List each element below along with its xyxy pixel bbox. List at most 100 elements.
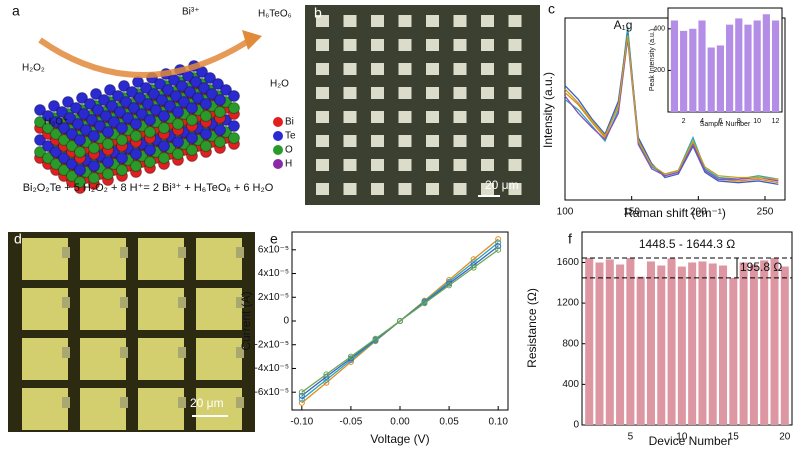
- point: [323, 371, 330, 378]
- flake: [371, 15, 384, 27]
- atom: [62, 96, 74, 108]
- atom: [142, 98, 154, 110]
- bar: [729, 277, 738, 425]
- bar: [716, 45, 724, 112]
- point: [298, 396, 305, 403]
- panel-label: f: [568, 231, 572, 247]
- bar: [719, 265, 728, 425]
- legend-label: O: [285, 145, 293, 156]
- electrode: [80, 388, 126, 430]
- bar: [605, 259, 614, 425]
- legend-swatch: [273, 117, 283, 127]
- flake: [316, 183, 329, 195]
- flake: [398, 87, 412, 99]
- point: [495, 243, 502, 250]
- bar: [760, 260, 769, 425]
- atom: [88, 172, 100, 184]
- atom: [42, 152, 54, 164]
- panel-label: e: [270, 231, 278, 247]
- atom: [122, 112, 134, 124]
- atom: [114, 106, 126, 118]
- atom: [88, 142, 100, 154]
- atom: [94, 120, 106, 132]
- atom: [212, 78, 224, 90]
- x-tick-label: 10: [753, 118, 761, 125]
- flake: [343, 111, 357, 123]
- atom: [78, 108, 90, 120]
- flake: [453, 63, 467, 75]
- atom: [186, 114, 198, 126]
- y-tick-label: -2x10⁻⁵: [255, 339, 289, 350]
- atom: [130, 118, 142, 130]
- bar: [688, 262, 697, 425]
- x-tick-label: 15: [728, 432, 740, 443]
- flake: [316, 87, 329, 99]
- flake: [508, 15, 522, 27]
- atom: [130, 148, 142, 160]
- bar: [739, 262, 748, 425]
- x-tick-label: 20: [779, 432, 791, 443]
- bar: [670, 20, 679, 113]
- atom: [154, 78, 166, 90]
- atom: [148, 88, 160, 100]
- flake: [426, 183, 439, 195]
- y-axis-label: Current (A): [239, 291, 253, 350]
- bar: [680, 30, 688, 113]
- electrode: [22, 388, 68, 430]
- flake: [343, 15, 357, 27]
- atom: [74, 164, 86, 176]
- channel: [62, 397, 70, 408]
- bar: [698, 261, 707, 425]
- flake: [453, 135, 467, 147]
- flake: [316, 63, 329, 75]
- atom: [66, 128, 78, 140]
- atom: [42, 122, 54, 134]
- atom: [144, 156, 156, 168]
- flake: [481, 39, 494, 51]
- atom: [100, 110, 112, 122]
- flake: [481, 135, 494, 147]
- flake: [371, 39, 384, 51]
- flake: [398, 159, 412, 171]
- point: [298, 399, 305, 406]
- atom: [74, 176, 86, 188]
- flake: [316, 15, 329, 27]
- series-line: [564, 33, 779, 186]
- channel: [236, 347, 244, 358]
- bar: [677, 266, 686, 425]
- atom: [50, 128, 62, 140]
- atom: [140, 82, 152, 94]
- atom: [150, 104, 162, 116]
- micrograph: [305, 5, 540, 205]
- atom: [134, 92, 146, 104]
- electrode: [80, 288, 126, 330]
- range-label: 1448.5 - 1644.3 Ω: [639, 237, 735, 251]
- atom: [72, 118, 84, 130]
- atom: [158, 152, 170, 164]
- atom: [66, 158, 78, 170]
- flake: [316, 135, 329, 147]
- flake: [508, 183, 522, 195]
- flake: [371, 87, 384, 99]
- x-axis-label: Voltage (V): [370, 432, 429, 446]
- point: [470, 264, 477, 271]
- flake: [508, 39, 522, 51]
- atom: [144, 114, 156, 126]
- flake: [371, 111, 384, 123]
- channel: [178, 397, 186, 408]
- point: [372, 335, 379, 342]
- flake: [343, 159, 357, 171]
- bar: [753, 20, 761, 113]
- channel: [120, 397, 128, 408]
- atom: [198, 82, 210, 94]
- flake: [508, 63, 522, 75]
- species-label: H₃O⁺: [44, 117, 68, 128]
- flake: [426, 159, 439, 171]
- flake: [316, 159, 329, 171]
- atom: [186, 102, 198, 114]
- y-tick-label: 400: [653, 26, 665, 33]
- atom: [34, 134, 46, 146]
- x-tick-label: 100: [557, 207, 574, 218]
- y-tick-label: 200: [653, 67, 665, 74]
- channel: [62, 347, 70, 358]
